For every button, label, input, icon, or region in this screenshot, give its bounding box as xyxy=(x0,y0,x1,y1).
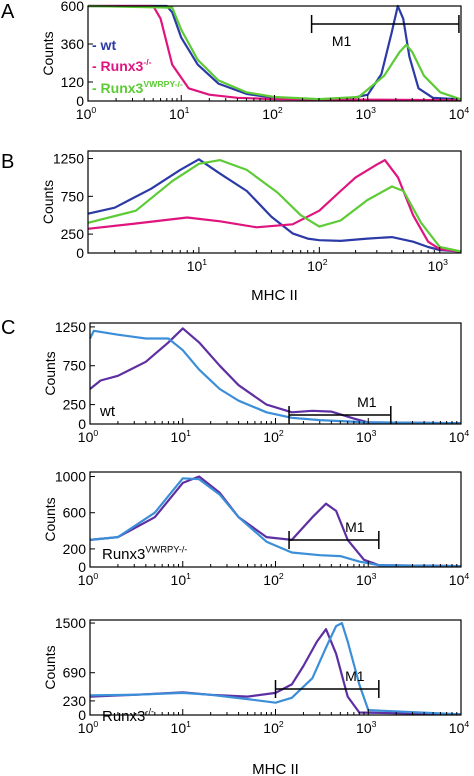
series-line-1 xyxy=(87,159,462,253)
x-tick-label: 101 xyxy=(171,428,192,445)
x-tick-label: 100 xyxy=(78,428,99,445)
plot-frame xyxy=(89,619,462,716)
gate-label: M1 xyxy=(332,33,352,49)
plot-frame xyxy=(87,150,462,254)
x-tick-label: 102 xyxy=(307,257,328,274)
y-tick-label: 600 xyxy=(63,505,87,521)
y-axis-title: Counts xyxy=(42,351,58,395)
x-tick-label: 100 xyxy=(78,719,99,736)
panel-label-b: B xyxy=(1,151,14,173)
legend-entry: - Runx3-/- xyxy=(92,57,152,74)
chart-panel-0: 0 120 360 600 100 101 102 103 104 Counts M1 - wt - R… xyxy=(40,0,469,122)
y-tick-label: 250 xyxy=(61,226,85,242)
chart-panel-2: 0 250 750 1250 100 101 102 103 104 Counts M1 wt xyxy=(42,319,469,445)
x-tick-label: 101 xyxy=(187,257,208,274)
gate-label: M1 xyxy=(345,519,365,535)
y-axis-title: Counts xyxy=(42,645,58,689)
y-tick-label: 200 xyxy=(63,541,87,557)
y-tick-label: 0 xyxy=(78,707,86,723)
x-tick-label: 104 xyxy=(449,571,470,588)
y-tick-label: 1000 xyxy=(55,469,86,485)
chart-panel-3: 0 200 600 1000 100 101 102 103 104 Counts M1 Runx3V… xyxy=(42,469,469,588)
series-line-2 xyxy=(87,159,462,253)
series-line-0 xyxy=(87,158,462,253)
x-tick-label: 103 xyxy=(356,428,377,445)
series-line-1 xyxy=(89,477,462,568)
gate-label: M1 xyxy=(345,668,365,684)
x-tick-label: 104 xyxy=(449,428,470,445)
y-tick-label: 120 xyxy=(61,74,85,90)
x-tick-label: 104 xyxy=(449,105,470,122)
series-line-1 xyxy=(89,329,462,425)
gate-label: M1 xyxy=(357,394,377,410)
chart-panel-1: 0 250 750 1250 101 102 103 Counts MHC II xyxy=(40,150,462,304)
series-line-0 xyxy=(89,475,462,568)
x-tick-label: 101 xyxy=(171,571,192,588)
y-tick-label: 0 xyxy=(76,245,84,261)
x-tick-label: 103 xyxy=(356,105,377,122)
y-tick-label: 600 xyxy=(61,0,85,14)
x-tick-label: 101 xyxy=(169,105,190,122)
x-axis-title: MHC II xyxy=(251,287,298,304)
y-tick-label: 230 xyxy=(63,693,87,709)
x-tick-label: 101 xyxy=(171,719,192,736)
x-tick-label: 102 xyxy=(263,428,284,445)
legend-entry: - wt xyxy=(92,37,116,53)
series-line-2 xyxy=(87,4,462,101)
x-tick-label: 102 xyxy=(263,571,284,588)
y-axis-title: Counts xyxy=(40,180,56,224)
y-tick-label: 0 xyxy=(76,93,84,109)
series-line-0 xyxy=(89,327,462,425)
y-tick-label: 360 xyxy=(61,36,85,52)
x-tick-label: 100 xyxy=(76,105,97,122)
panel-label-c: C xyxy=(1,317,15,339)
sample-label: wt xyxy=(99,403,116,420)
y-tick-label: 750 xyxy=(61,188,85,204)
x-tick-label: 103 xyxy=(356,719,377,736)
legend-entry: - Runx3VWRPY-/- xyxy=(92,79,183,96)
x-tick-label: 103 xyxy=(356,571,377,588)
y-axis-title: Counts xyxy=(42,497,58,541)
x-tick-label: 104 xyxy=(449,719,470,736)
x-tick-label: 103 xyxy=(428,257,449,274)
sample-label: Runx3VWRPY-/- xyxy=(102,545,187,563)
y-tick-label: 1500 xyxy=(55,615,86,631)
series-line-1 xyxy=(88,4,462,102)
y-tick-label: 0 xyxy=(78,416,86,432)
y-tick-label: 750 xyxy=(63,358,87,374)
x-tick-label: 102 xyxy=(262,105,283,122)
y-tick-label: 1250 xyxy=(55,319,86,335)
x-tick-label: 100 xyxy=(78,571,99,588)
y-tick-label: 690 xyxy=(63,665,87,681)
y-tick-label: 250 xyxy=(63,397,87,413)
x-axis-title: MHC II xyxy=(252,761,299,776)
series-line-1 xyxy=(89,621,462,716)
y-axis-title: Counts xyxy=(40,31,56,75)
sample-label: Runx3-/- xyxy=(102,707,154,725)
panel-label-a: A xyxy=(1,1,15,23)
x-tick-label: 102 xyxy=(263,719,284,736)
y-tick-label: 0 xyxy=(78,559,86,575)
y-tick-label: 1250 xyxy=(53,151,84,167)
